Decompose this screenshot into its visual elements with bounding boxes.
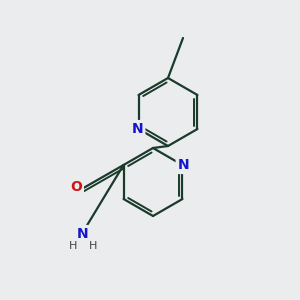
Text: N: N <box>132 122 143 136</box>
Text: H: H <box>69 241 77 251</box>
Text: N: N <box>178 158 189 172</box>
Text: O: O <box>70 180 82 194</box>
Text: H: H <box>89 241 97 251</box>
Text: N: N <box>77 227 89 241</box>
